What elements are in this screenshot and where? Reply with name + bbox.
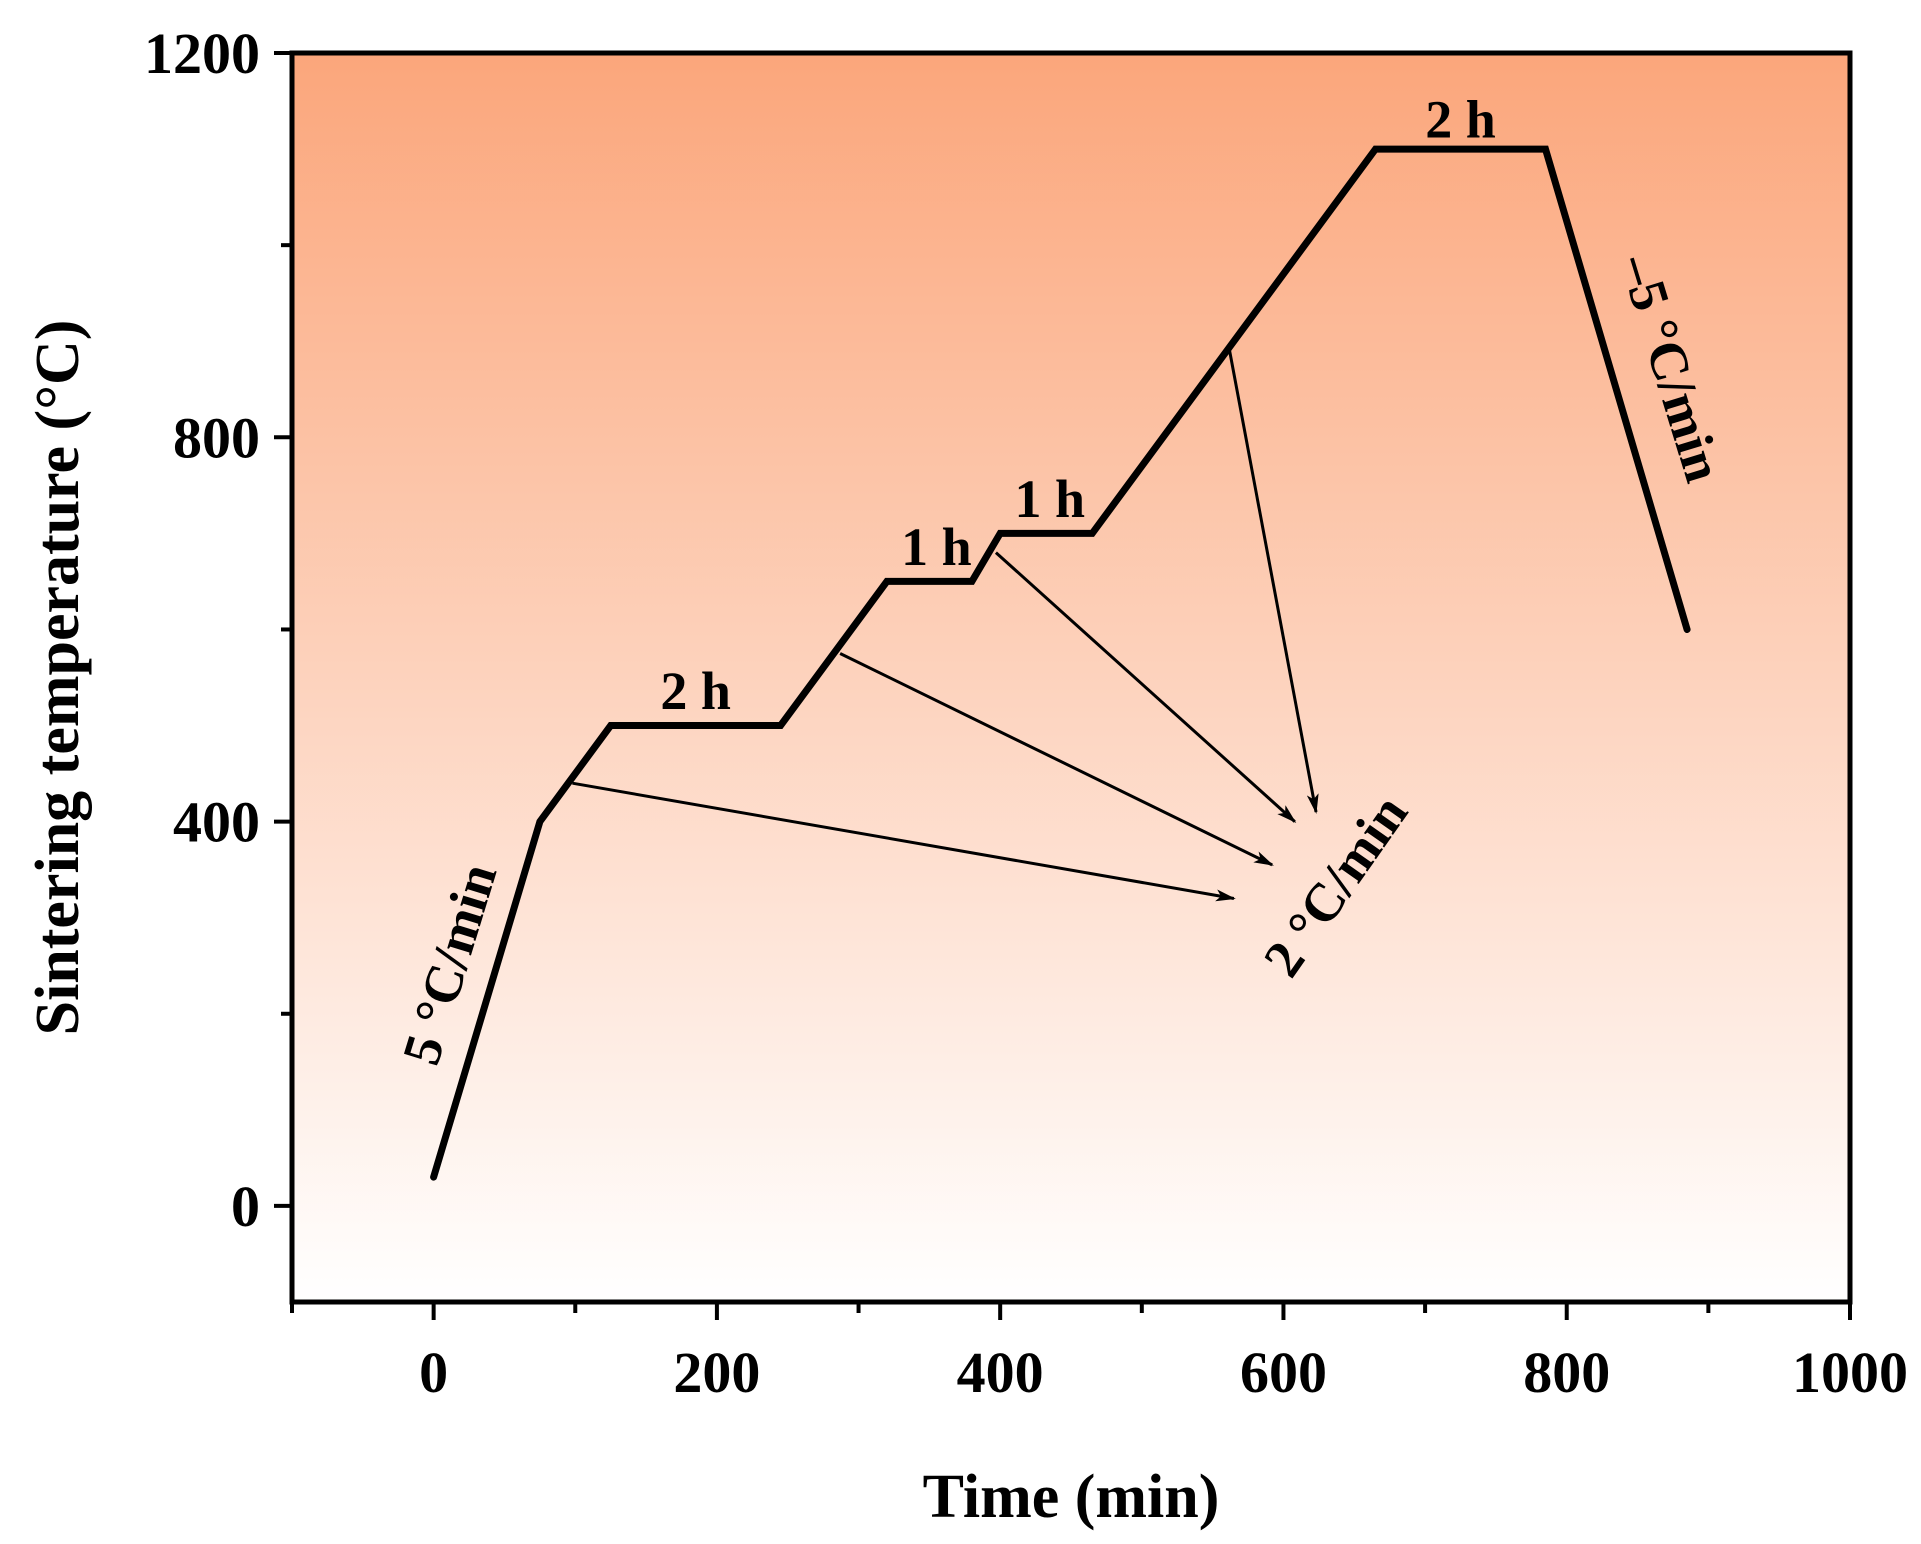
- plot-background: [292, 53, 1850, 1302]
- x-tick-label: 1000: [1792, 1340, 1908, 1405]
- annotation-arrow: [572, 781, 1236, 902]
- x-tick-label: 400: [957, 1340, 1044, 1405]
- axis-tick-labels: 0 200 400 600 800 1000 0 400 800 1200: [144, 21, 1908, 1405]
- axis-ticks: [274, 51, 1852, 1320]
- y-tick-label: 800: [173, 405, 260, 470]
- temperature-profile-line: [430, 145, 1691, 1181]
- annotation-hold4: 2 h: [1425, 89, 1496, 149]
- annotation-arrow: [839, 652, 1274, 867]
- annotation-arrows: [572, 350, 1319, 902]
- annotation-hold1: 2 h: [660, 661, 731, 721]
- x-tick-label: 200: [673, 1340, 760, 1405]
- annotation-arrow: [1228, 350, 1319, 814]
- y-tick-label: 0: [231, 1174, 260, 1239]
- x-tick-label: 800: [1523, 1340, 1610, 1405]
- y-axis-title: Sintering temperature (°C): [24, 320, 92, 1036]
- annotation-hold3: 1 h: [1014, 469, 1085, 529]
- y-tick-label: 400: [173, 790, 260, 855]
- plot-frame: [289, 50, 1853, 1305]
- annotation-hold2: 1 h: [901, 517, 972, 577]
- x-tick-label: 0: [419, 1340, 448, 1405]
- annotation-arrow: [994, 551, 1297, 823]
- y-tick-label: 1200: [144, 21, 260, 86]
- x-axis-title: Time (min): [923, 1463, 1220, 1531]
- x-tick-label: 600: [1240, 1340, 1327, 1405]
